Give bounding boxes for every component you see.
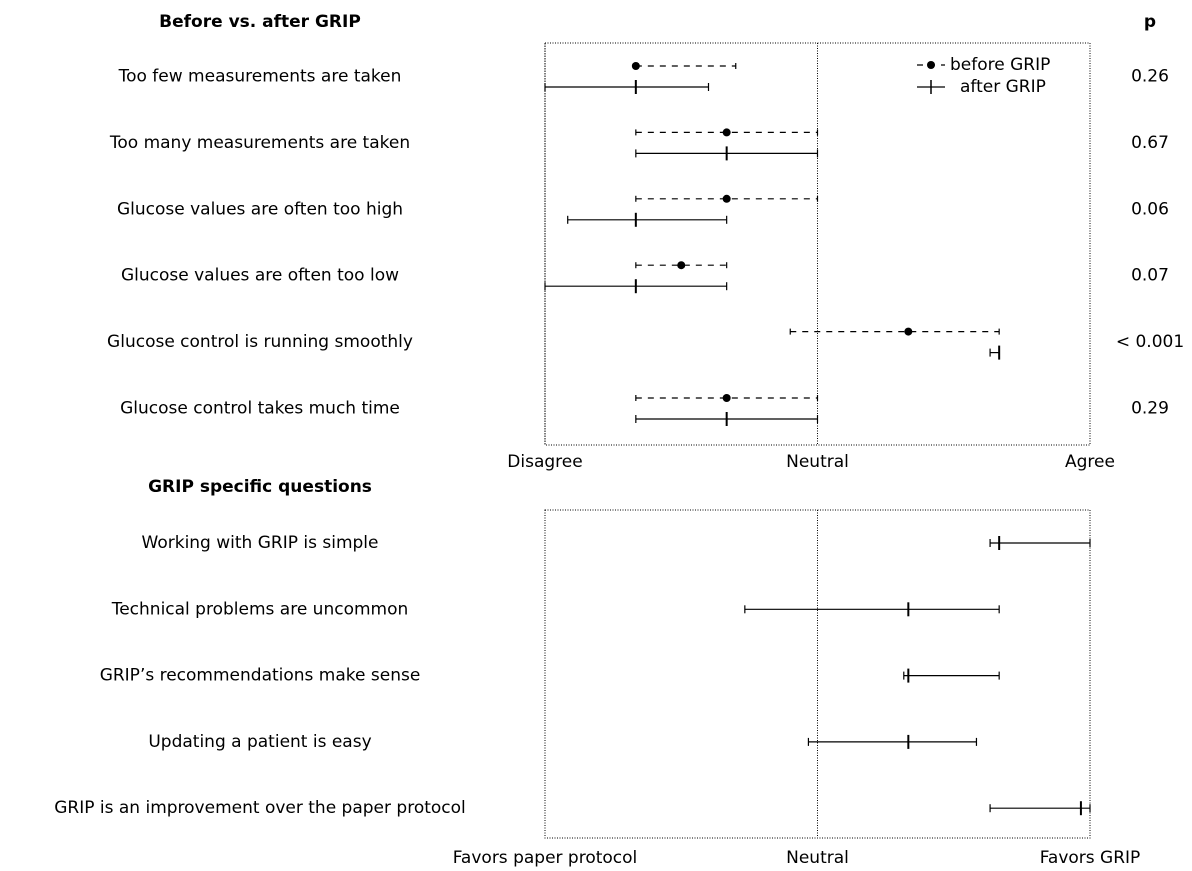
- panel-title: Before vs. after GRIP: [159, 12, 361, 32]
- p-value: 0.26: [1131, 67, 1169, 87]
- x-tick-label: Neutral: [786, 848, 849, 867]
- x-tick-label: Neutral: [786, 452, 849, 472]
- p-header: p: [1144, 12, 1156, 32]
- p-value: < 0.001: [1116, 332, 1184, 352]
- median-dot: [722, 394, 731, 402]
- category-label: Glucose values are often too low: [121, 266, 399, 286]
- category-label: Working with GRIP is simple: [142, 533, 379, 553]
- category-label: Too many measurements are taken: [109, 133, 410, 153]
- median-dot: [722, 194, 731, 203]
- category-label: GRIP is an improvement over the paper pr…: [54, 798, 466, 818]
- median-dot: [904, 327, 913, 336]
- category-label: Updating a patient is easy: [148, 732, 371, 752]
- median-dot: [631, 62, 640, 70]
- category-label: Technical problems are uncommon: [111, 599, 409, 619]
- median-dot: [677, 261, 686, 270]
- plot-frame: [544, 509, 1091, 839]
- x-tick-label: Disagree: [507, 452, 582, 472]
- category-label: Too few measurements are taken: [118, 67, 402, 87]
- x-tick-label: Favors paper protocol: [453, 848, 638, 867]
- legend-label: before GRIP: [950, 55, 1050, 75]
- p-value: 0.06: [1131, 199, 1169, 219]
- p-value: 0.67: [1131, 133, 1169, 153]
- x-tick-label: Favors GRIP: [1040, 848, 1141, 867]
- x-tick-label: Agree: [1065, 452, 1115, 472]
- p-value: 0.07: [1131, 266, 1169, 286]
- p-value: 0.29: [1131, 399, 1169, 419]
- legend-label: after GRIP: [960, 77, 1046, 97]
- median-dot: [722, 128, 731, 137]
- category-label: GRIP’s recommendations make sense: [100, 666, 421, 686]
- legend-swatch: [927, 61, 935, 69]
- category-label: Glucose control takes much time: [120, 399, 400, 419]
- category-label: Glucose values are often too high: [117, 199, 403, 219]
- category-label: Glucose control is running smoothly: [107, 332, 413, 352]
- panel-title: GRIP specific questions: [148, 477, 372, 497]
